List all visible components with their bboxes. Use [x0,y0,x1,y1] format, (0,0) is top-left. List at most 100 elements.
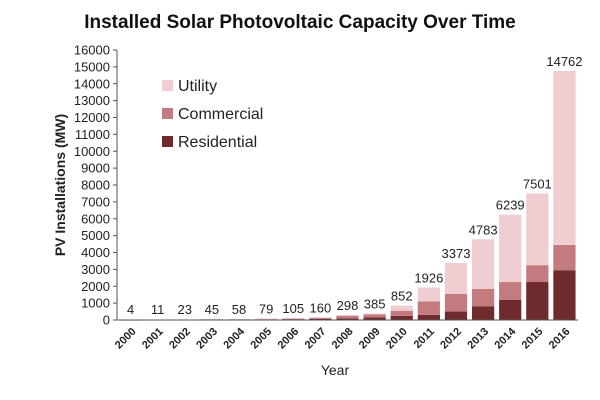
chart-title: Installed Solar Photovoltaic Capacity Ov… [84,12,516,33]
bar-segment-utility-2006 [282,318,305,319]
legend: Utility Commercial Residential [162,78,263,151]
total-label-2006: 105 [282,301,304,316]
bar-segment-utility-2010 [390,305,413,311]
bar-segment-residential-2011 [417,314,440,320]
axes [116,50,578,321]
bar-segment-residential-2008 [336,318,359,320]
y-tick-label: 1000 [81,296,110,311]
total-label-2008: 298 [337,298,359,313]
x-tick-label-2004: 2004 [221,325,247,351]
total-label-2016: 14762 [546,54,582,69]
bar-segment-utility-2009 [363,313,386,315]
bar-segment-utility-2016 [553,70,576,245]
y-tick-label: 4000 [81,245,110,260]
x-tick-label-2011: 2011 [412,326,437,351]
bar-segment-utility-2008 [336,314,359,316]
bars-group [119,70,576,321]
x-axis-ticks: 2000 2001 2002 2003 2004 2005 2006 2007 2008 2009… [113,325,573,351]
bar-segment-residential-2010 [390,315,413,320]
bar-segment-commercial-2016 [553,244,576,271]
x-tick-label-2013: 2013 [465,326,491,352]
bar-segment-commercial-2013 [471,288,495,307]
total-label-2005: 79 [259,302,273,317]
x-tick-label-2005: 2005 [248,326,274,352]
total-label-2013: 4783 [469,222,498,237]
bar-segment-utility-2007 [309,317,332,318]
y-tick-label: 2000 [81,279,110,294]
total-label-2015: 7501 [523,176,552,191]
bar-segment-commercial-2009 [363,314,386,318]
bar-segment-residential-2015 [526,282,549,320]
bar-segment-residential-2016 [553,270,576,320]
legend-label-commercial: Commercial [178,106,263,123]
x-tick-label-2001: 2001 [140,326,166,352]
y-tick-label: 10000 [74,144,110,159]
x-tick-label-2006: 2006 [276,326,302,352]
y-tick-label: 5000 [81,228,110,243]
legend-label-utility: Utility [178,78,217,95]
bar-segment-commercial-2011 [417,301,440,315]
y-tick-label: 11000 [75,127,110,142]
y-tick-label: 6000 [81,211,110,226]
x-tick-label-2000: 2000 [113,326,139,352]
bar-segment-utility-2005 [255,318,278,320]
x-tick-label-2012: 2012 [438,326,464,352]
x-tick-label-2008: 2008 [330,326,356,352]
bar-segment-utility-2013 [471,239,495,289]
bar-segment-commercial-2015 [526,265,549,283]
total-label-2003: 45 [205,302,219,317]
legend-swatch-utility [162,80,173,91]
bar-segment-commercial-2014 [499,282,522,300]
legend-label-residential: Residential [178,134,257,151]
bar-segment-residential-2007 [309,318,332,320]
y-tick-label: 14000 [74,76,110,91]
bar-segment-utility-2012 [444,263,468,294]
x-tick-label-2003: 2003 [194,326,220,352]
bar-segment-utility-2014 [499,214,522,283]
bar-segment-commercial-2010 [390,310,413,316]
x-axis-label: Year [321,362,350,378]
bar-segment-residential-2013 [471,306,495,320]
total-label-2011: 1926 [414,270,443,285]
x-tick-label-2009: 2009 [357,326,383,352]
y-tick-label: 8000 [81,178,110,193]
bar-segment-utility-2015 [526,193,549,266]
bar-segment-commercial-2007 [309,317,332,319]
x-tick-label-2002: 2002 [167,326,193,352]
total-label-2012: 3373 [442,246,471,261]
y-tick-label: 3000 [81,262,110,277]
total-label-2007: 160 [310,300,332,315]
y-axis-label: PV Installations (MW) [52,114,68,256]
x-tick-label-2015: 2015 [520,326,546,352]
bar-segment-utility-2004 [227,319,251,320]
y-tick-label: 12000 [74,110,110,125]
total-label-2002: 23 [178,302,192,317]
total-label-2009: 385 [364,297,386,312]
x-tick-label-2014: 2014 [493,325,519,351]
bar-segment-commercial-2008 [336,315,359,319]
y-tick-label: 16000 [74,43,110,58]
total-label-2004: 58 [232,302,246,317]
y-tick-label: 0 [103,313,110,328]
total-label-2010: 852 [391,289,413,304]
bar-segment-commercial-2012 [444,293,468,312]
total-label-2000: 4 [127,302,134,317]
legend-swatch-commercial [162,108,173,119]
bar-segment-residential-2014 [499,299,522,320]
y-tick-label: 9000 [81,161,110,176]
legend-swatch-residential [162,136,173,147]
bar-segment-residential-2012 [444,311,468,320]
bar-segment-residential-2009 [363,317,386,320]
y-tick-label: 13000 [74,93,110,108]
y-tick-label: 15000 [74,59,110,74]
y-tick-label: 7000 [81,194,110,209]
x-tick-label-2016: 2016 [547,326,573,352]
total-label-2001: 11 [151,302,165,317]
bar-segment-utility-2011 [417,287,440,302]
total-label-2014: 6239 [496,198,525,213]
x-tick-label-2010: 2010 [384,326,410,352]
x-tick-label-2007: 2007 [303,326,329,352]
